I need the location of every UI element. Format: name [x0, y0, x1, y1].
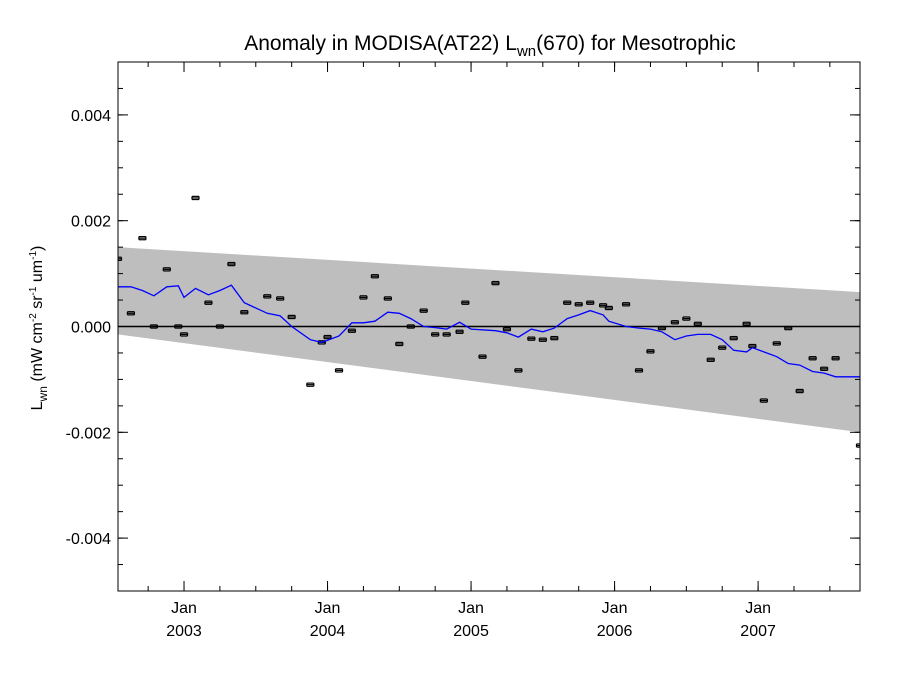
data-point: [634, 368, 644, 373]
x-tick-year-label: 2007: [740, 623, 776, 640]
data-point: [215, 324, 224, 329]
data-point: [306, 382, 315, 387]
data-point: [442, 332, 451, 337]
data-point: [784, 325, 793, 331]
y-axis-label: Lwn (mW cm-2 sr-1 um-1): [28, 246, 50, 411]
data-point: [742, 321, 751, 327]
data-point: [263, 294, 272, 299]
data-point: [563, 300, 572, 305]
data-point: [276, 296, 285, 301]
trend-line: [118, 284, 860, 378]
data-point: [118, 256, 123, 261]
data-point: [598, 303, 608, 308]
data-point: [795, 388, 804, 394]
x-tick-year-label: 2006: [597, 623, 633, 640]
x-tick-month-label: Jan: [315, 600, 341, 617]
data-point: [347, 328, 357, 333]
y-tick-label: -0.002: [66, 425, 111, 442]
data-point: [287, 314, 296, 320]
data-point: [820, 366, 829, 372]
y-label-base: L: [29, 401, 46, 410]
x-tick-year-label: 2004: [310, 623, 346, 640]
x-tick-month-label: Jan: [602, 600, 628, 617]
data-point: [502, 326, 512, 332]
y-tick-label: 0.004: [71, 108, 111, 125]
data-point: [461, 300, 470, 305]
x-tick-month-label: Jan: [171, 600, 197, 617]
y-label-superscript: -1: [28, 251, 39, 260]
data-point: [657, 325, 667, 331]
data-point: [227, 261, 236, 267]
data-point: [574, 302, 583, 307]
y-tick-label: -0.004: [66, 531, 111, 548]
data-point: [550, 335, 559, 341]
data-point: [370, 274, 380, 279]
y-tick-label: 0.000: [71, 320, 111, 337]
data-point: [729, 335, 738, 341]
data-point: [174, 324, 183, 329]
data-point: [240, 310, 249, 315]
data-point: [604, 305, 613, 311]
data-point: [831, 356, 840, 361]
data-point: [359, 295, 368, 300]
data-point: [149, 324, 158, 329]
x-tick-year-label: 2005: [453, 623, 489, 640]
data-point: [204, 300, 213, 305]
data-point: [395, 341, 404, 347]
plot-area: [118, 195, 860, 448]
data-point: [693, 321, 702, 327]
data-point: [682, 316, 691, 321]
data-point: [383, 296, 392, 301]
data-point: [431, 332, 440, 337]
data-point: [138, 235, 147, 241]
y-label-text: (mW cm: [29, 322, 46, 386]
data-point: [772, 341, 781, 346]
data-point: [586, 300, 595, 305]
data-point: [419, 308, 428, 313]
data-point: [808, 356, 817, 361]
data-point: [323, 334, 332, 340]
data-point: [706, 357, 715, 363]
x-tick-year-label: 2003: [166, 623, 202, 640]
data-point: [191, 195, 200, 201]
data-point: [478, 354, 487, 359]
y-label-text: sr: [29, 295, 46, 313]
data-point: [718, 345, 727, 350]
data-point: [455, 329, 464, 334]
data-point: [406, 324, 415, 329]
data-point: [179, 332, 189, 337]
data-point: [670, 320, 679, 325]
y-label-superscript: -1: [28, 286, 39, 295]
y-label-text: um: [29, 260, 46, 287]
data-point: [646, 349, 655, 354]
x-tick-month-label: Jan: [458, 600, 484, 617]
y-label-subscript: wn: [36, 386, 50, 402]
y-tick-label: 0.002: [71, 214, 111, 231]
data-point: [759, 398, 768, 403]
y-label-superscript: -2: [28, 313, 39, 322]
data-point: [514, 368, 523, 373]
x-tick-month-label: Jan: [745, 600, 771, 617]
axes: 0.004 0.002 0.000 -0.002 -0.004 Jan 2003 Jan 200…: [66, 61, 861, 640]
y-label-text: ): [29, 246, 46, 251]
data-point: [162, 267, 171, 272]
data-point: [491, 280, 500, 286]
data-point: [621, 302, 631, 307]
chart-title: Anomaly in MODISA(AT22) Lwn(670) for Mes…: [244, 32, 735, 60]
data-point: [538, 337, 547, 342]
data-point: [126, 311, 136, 316]
data-point: [334, 368, 344, 373]
data-point: [855, 443, 860, 448]
confidence-band: [118, 247, 860, 433]
data-point: [527, 336, 536, 341]
